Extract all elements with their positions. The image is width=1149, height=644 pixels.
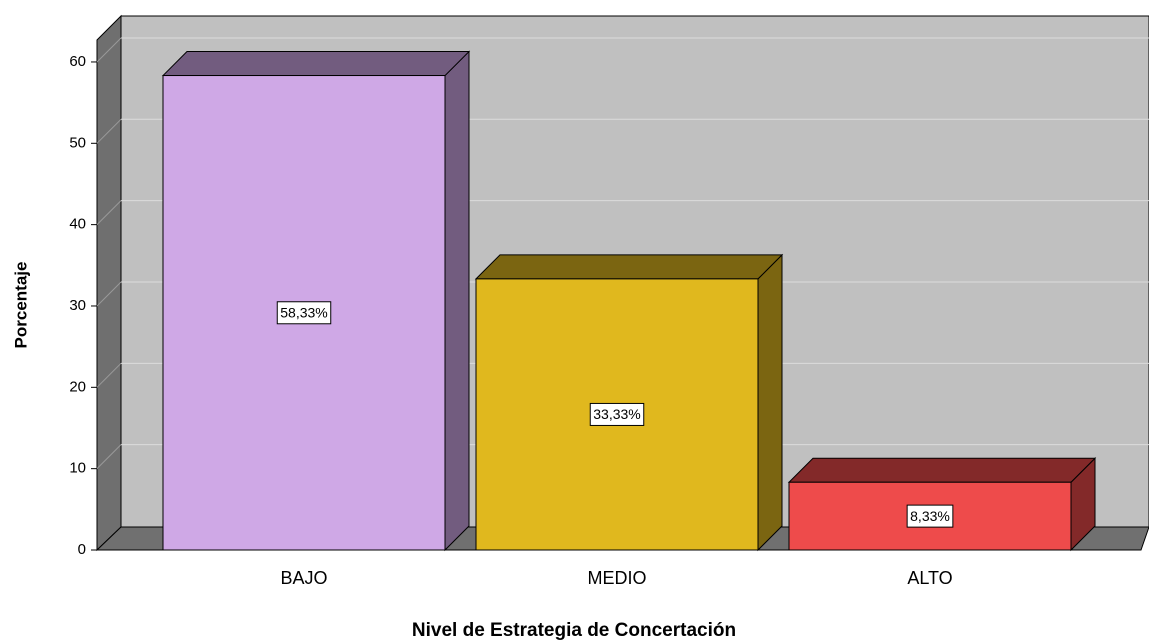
value-label: 33,33% — [593, 406, 640, 422]
value-label: 58,33% — [280, 304, 327, 320]
wall-grid-line — [96, 362, 122, 388]
y-tick-label: 10 — [69, 460, 86, 477]
left-wall — [96, 14, 122, 552]
value-label-box — [276, 301, 332, 325]
bar-top — [474, 254, 784, 280]
wall-grid-line — [96, 444, 122, 470]
bar-top — [161, 51, 471, 77]
y-tick-label: 30 — [69, 297, 86, 314]
y-tick-label: 20 — [69, 378, 86, 395]
wall-grid-line — [96, 37, 122, 63]
y-tick-label: 40 — [69, 216, 86, 233]
y-axis-title: Porcentaje — [11, 262, 30, 349]
y-tick-label: 60 — [69, 53, 86, 70]
value-label: 8,33% — [910, 508, 950, 524]
wall-grid-line — [96, 118, 122, 144]
x-tick-label: MEDIO — [587, 568, 646, 588]
x-tick-label: ALTO — [907, 568, 952, 588]
wall-grid-line — [96, 281, 122, 307]
wall-grid-line — [96, 200, 122, 225]
bar-side — [444, 50, 470, 552]
value-label-box — [589, 402, 645, 426]
y-tick-label: 0 — [78, 541, 86, 558]
bar-side — [757, 253, 783, 552]
x-axis-title: Nivel de Estrategia de Concertación — [412, 620, 736, 641]
x-tick-label: BAJO — [280, 568, 327, 588]
value-label-box — [906, 504, 954, 528]
y-tick-label: 50 — [69, 134, 86, 151]
bar-top — [787, 457, 1097, 483]
